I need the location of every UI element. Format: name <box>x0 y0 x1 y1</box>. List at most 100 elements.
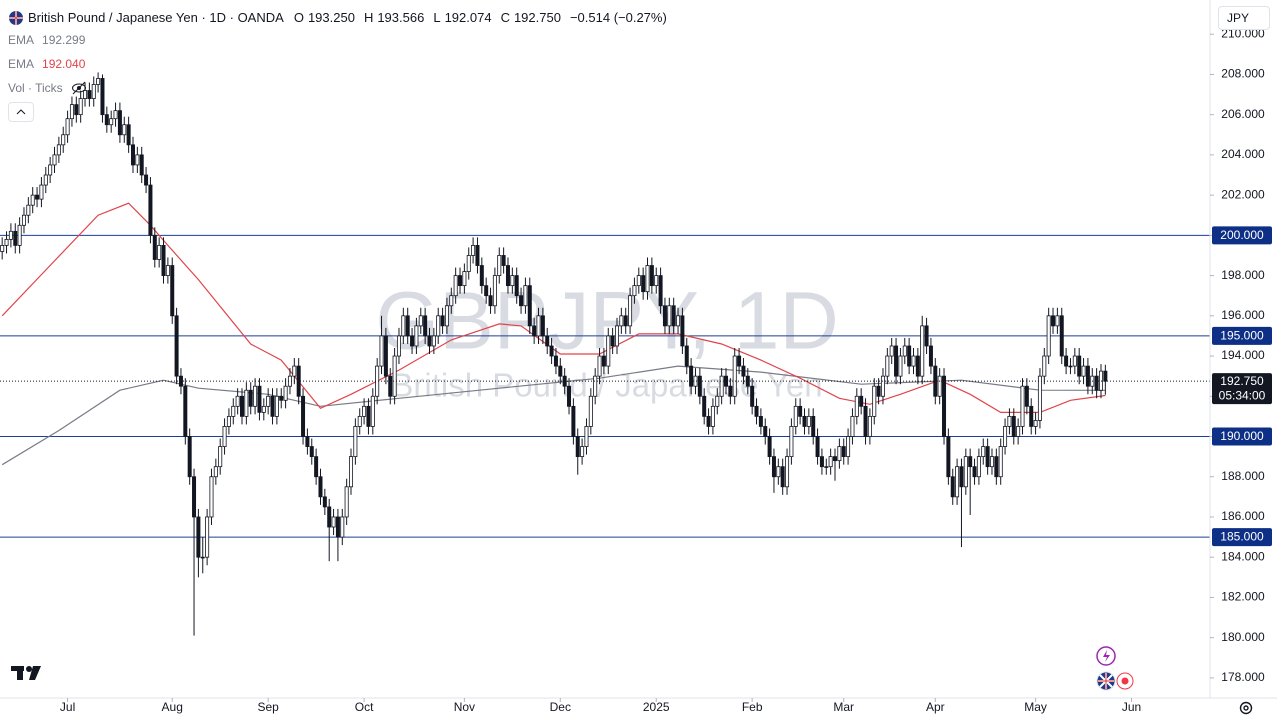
event-icon[interactable] <box>1116 672 1134 690</box>
candle-body <box>187 436 192 478</box>
x-tick-label: Nov <box>454 700 475 714</box>
candle-body <box>811 415 816 437</box>
candle-body <box>213 466 218 478</box>
candle-body <box>362 405 367 417</box>
candle-body <box>802 415 807 427</box>
candle-body <box>754 405 759 417</box>
candle-body <box>1051 315 1056 327</box>
candle-body <box>423 315 428 337</box>
candle-body <box>161 245 166 276</box>
candle-body <box>510 275 515 287</box>
candle-body <box>1029 405 1034 427</box>
candle-body <box>606 335 611 367</box>
y-tick-label: 196.000 <box>1221 308 1265 322</box>
close-value: 192.750 <box>513 10 561 25</box>
candle-body <box>449 295 454 307</box>
candle-body <box>353 426 358 458</box>
flag-icon[interactable] <box>1096 671 1116 691</box>
candle-body <box>737 355 742 367</box>
candle-body <box>440 315 445 327</box>
candle-body <box>1077 355 1082 377</box>
candle-body <box>218 446 223 468</box>
candle-body <box>148 184 153 236</box>
candle-body <box>676 315 681 327</box>
candle-body <box>697 375 702 397</box>
candle-body <box>235 395 240 407</box>
candle-body <box>52 154 57 166</box>
candle-body <box>654 275 659 287</box>
candle-body <box>767 436 772 458</box>
candle-body <box>266 395 271 407</box>
y-tick-label: 182.000 <box>1221 590 1265 604</box>
candle-body <box>479 265 484 287</box>
candle-body <box>253 385 258 407</box>
candle-body <box>466 255 471 272</box>
candle-body <box>48 164 53 176</box>
candle-body <box>1033 420 1038 427</box>
high-value: 193.566 <box>377 10 425 25</box>
candle-body <box>1020 385 1025 427</box>
candle-body <box>758 415 763 427</box>
candle-body <box>396 335 401 357</box>
candle-body <box>109 118 114 126</box>
candle-body <box>527 285 532 327</box>
candle-body <box>907 345 912 367</box>
candle-body <box>248 389 253 407</box>
x-tick-label: Jul <box>60 700 75 714</box>
candle-body <box>950 476 955 498</box>
ema-value: 192.299 <box>42 33 86 47</box>
candle-body <box>523 285 528 307</box>
candle-body <box>471 245 476 256</box>
candle-body <box>780 466 785 488</box>
settings-icon[interactable] <box>1239 701 1253 715</box>
candle-body <box>117 110 122 136</box>
candle-body <box>4 238 9 246</box>
y-tick-label: 186.000 <box>1221 509 1265 523</box>
level-label: 185.000 <box>1220 530 1264 544</box>
candle-body <box>715 395 720 407</box>
candle-body <box>505 265 510 287</box>
x-tick-label: Dec <box>550 700 571 714</box>
candle-body <box>35 194 40 200</box>
candle-body <box>270 395 275 417</box>
y-tick-label: 206.000 <box>1221 107 1265 121</box>
candle-body <box>623 315 628 327</box>
candle-body <box>771 456 776 478</box>
candle-body <box>1046 315 1051 357</box>
candle-body <box>104 114 109 126</box>
x-tick-label: Oct <box>355 700 374 714</box>
candle-body <box>915 355 920 377</box>
candle-body <box>859 395 864 407</box>
candle-body <box>567 385 572 407</box>
collapse-button[interactable] <box>8 102 34 122</box>
candle-body <box>497 255 502 276</box>
candle-body <box>806 415 811 427</box>
x-tick-label: Mar <box>833 700 854 714</box>
level-label-box <box>1212 226 1272 245</box>
y-tick-label: 198.000 <box>1221 268 1265 282</box>
candle-body <box>955 466 960 498</box>
currency-button[interactable]: JPY <box>1218 6 1270 30</box>
level-label-box <box>1212 326 1272 345</box>
candle-body <box>632 285 637 297</box>
candle-body <box>17 224 22 246</box>
ema-row: EMA 192.299 <box>8 28 672 52</box>
candle-body <box>619 315 624 327</box>
symbol-flag <box>9 11 23 25</box>
candle-body <box>226 415 231 427</box>
hidden-icon[interactable] <box>71 81 87 95</box>
candle-body <box>165 265 170 276</box>
candle-body <box>39 184 44 200</box>
x-tick-label: Sep <box>257 700 279 714</box>
alert-icon[interactable] <box>1096 646 1116 666</box>
candle-body <box>283 385 288 401</box>
candle-body <box>1103 370 1108 382</box>
y-tick-label: 178.000 <box>1221 670 1265 684</box>
last-price-label: 192.750 <box>1220 374 1264 388</box>
candle-body <box>414 325 419 347</box>
candle-body <box>139 154 144 176</box>
candle-body <box>292 365 297 377</box>
candle-body <box>335 516 340 538</box>
last-price-box <box>1212 373 1272 405</box>
